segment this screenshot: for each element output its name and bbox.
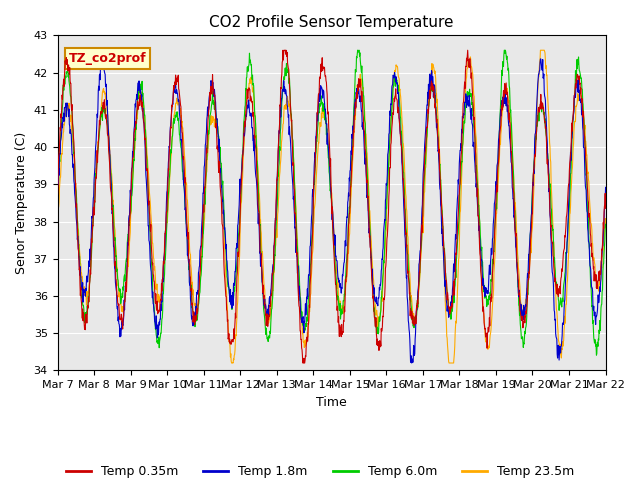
Text: TZ_co2prof: TZ_co2prof (68, 52, 146, 65)
X-axis label: Time: Time (316, 396, 347, 409)
Title: CO2 Profile Sensor Temperature: CO2 Profile Sensor Temperature (209, 15, 454, 30)
Y-axis label: Senor Temperature (C): Senor Temperature (C) (15, 132, 28, 274)
Legend: Temp 0.35m, Temp 1.8m, Temp 6.0m, Temp 23.5m: Temp 0.35m, Temp 1.8m, Temp 6.0m, Temp 2… (61, 460, 579, 480)
